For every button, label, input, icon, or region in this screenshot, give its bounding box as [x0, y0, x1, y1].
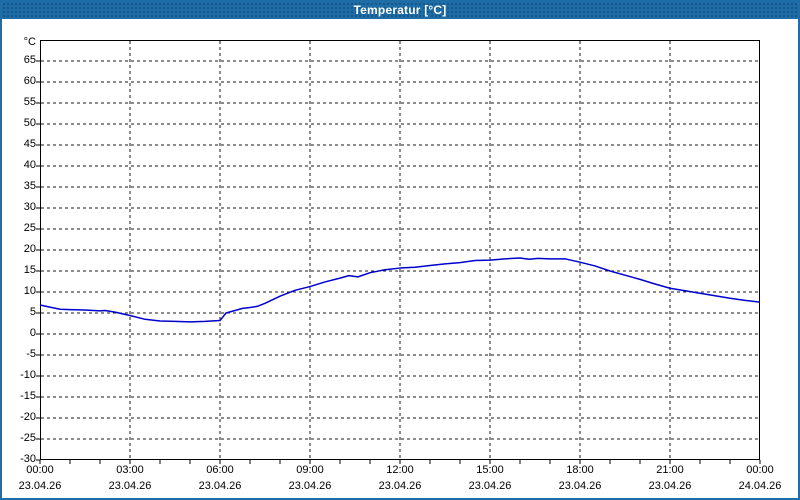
x-tick-date-label: 23.04.26	[108, 480, 152, 492]
x-tick-date-label: 23.04.26	[648, 480, 692, 492]
plot-border	[40, 40, 760, 460]
plot-area	[36, 40, 761, 464]
x-tick-date-label: 24.04.26	[738, 480, 782, 492]
x-tick-time-label: 18:00	[566, 464, 594, 476]
window-titlebar[interactable]: Temperatur [°C]	[2, 2, 798, 19]
x-tick-time-label: 00:00	[746, 464, 774, 476]
y-tick-label: -5	[26, 348, 36, 360]
x-tick-date-label: 23.04.26	[558, 480, 602, 492]
y-tick-label: 45	[23, 138, 36, 150]
y-tick-label: 50	[23, 117, 36, 129]
y-tick-label: 15	[23, 264, 36, 276]
x-tick-date-label: 23.04.26	[378, 480, 422, 492]
y-tick-label: -20	[20, 411, 36, 423]
x-tick-time-label: 15:00	[476, 464, 504, 476]
x-tick-time-label: 00:00	[26, 464, 54, 476]
y-tick-label: -10	[20, 369, 36, 381]
x-tick-time-label: 21:00	[656, 464, 684, 476]
x-tick-date-label: 23.04.26	[288, 480, 332, 492]
y-tick-label: 20	[23, 243, 36, 255]
y-tick-label: 10	[23, 285, 36, 297]
y-tick-label: 60	[23, 75, 36, 87]
y-tick-label: -15	[20, 390, 36, 402]
x-tick-time-label: 03:00	[116, 464, 144, 476]
x-tick-time-label: 09:00	[296, 464, 324, 476]
x-tick-time-label: 06:00	[206, 464, 234, 476]
y-tick-label: 35	[23, 180, 36, 192]
y-tick-label: 25	[23, 222, 36, 234]
x-tick-date-label: 23.04.26	[198, 480, 242, 492]
y-tick-label: 55	[23, 96, 36, 108]
y-tick-label: 30	[23, 201, 36, 213]
y-tick-label: 0	[29, 327, 36, 339]
y-tick-label: -30	[20, 453, 36, 465]
x-tick-date-label: 23.04.26	[18, 480, 62, 492]
x-tick-time-label: 12:00	[386, 464, 414, 476]
temperature-chart: °C -30 -25 -20 -15 -10 -5 0 5 10 15 20 25 30 35 40 45 50…	[2, 19, 798, 498]
temperature-line	[39, 257, 761, 323]
y-tick-label: -25	[20, 432, 36, 444]
y-axis-unit-label: °C	[23, 36, 36, 48]
x-tick-date-label: 23.04.26	[468, 480, 512, 492]
y-tick-label: 40	[23, 159, 36, 171]
y-tick-label: 65	[23, 54, 36, 66]
window-title: Temperatur [°C]	[353, 3, 447, 17]
y-tick-label: 5	[29, 306, 36, 318]
